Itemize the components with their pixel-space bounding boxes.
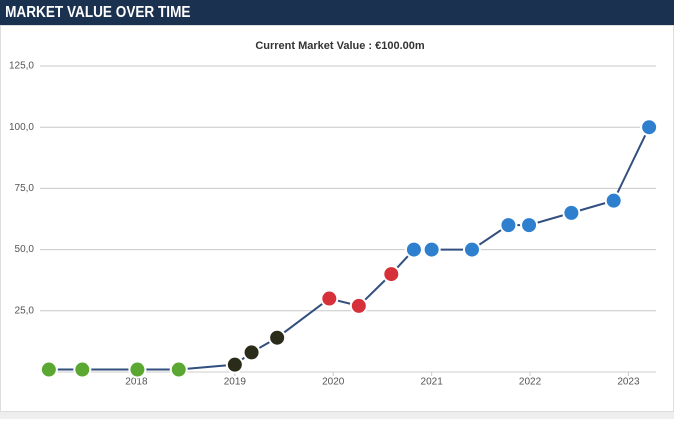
value-line <box>48 126 651 371</box>
club-marker <box>404 240 423 259</box>
club-marker <box>242 343 261 362</box>
club-marker <box>39 360 58 379</box>
x-tick-label: 2018 <box>125 377 148 388</box>
x-tick-label: 2021 <box>421 377 444 388</box>
header-bar <box>0 0 674 25</box>
club-marker <box>520 216 539 235</box>
header-title: MARKET VALUE OVER TIME <box>5 4 190 21</box>
club-marker <box>422 240 441 259</box>
club-marker <box>382 265 401 284</box>
chart-title: Current Market Value : €100.00m <box>255 40 425 52</box>
club-marker <box>499 216 518 235</box>
club-marker <box>462 240 481 259</box>
club-marker <box>562 203 581 222</box>
y-tick-label: 100,0 <box>9 122 34 133</box>
club-marker <box>73 360 92 379</box>
y-tick-label: 75,0 <box>15 183 35 194</box>
club-marker <box>604 191 623 210</box>
club-marker <box>349 296 368 315</box>
club-marker <box>640 118 659 137</box>
club-marker <box>225 355 244 374</box>
x-tick-label: 2019 <box>224 377 247 388</box>
x-tick-label: 2020 <box>322 377 345 388</box>
club-marker <box>169 360 188 379</box>
club-marker <box>320 289 339 308</box>
y-tick-label: 125,0 <box>9 61 34 72</box>
y-tick-label: 25,0 <box>15 305 35 316</box>
y-tick-label: 50,0 <box>15 244 35 255</box>
x-tick-label: 2023 <box>617 377 640 388</box>
club-marker <box>268 328 287 347</box>
club-marker <box>128 360 147 379</box>
x-tick-label: 2022 <box>519 377 542 388</box>
panel-footer <box>0 412 674 419</box>
